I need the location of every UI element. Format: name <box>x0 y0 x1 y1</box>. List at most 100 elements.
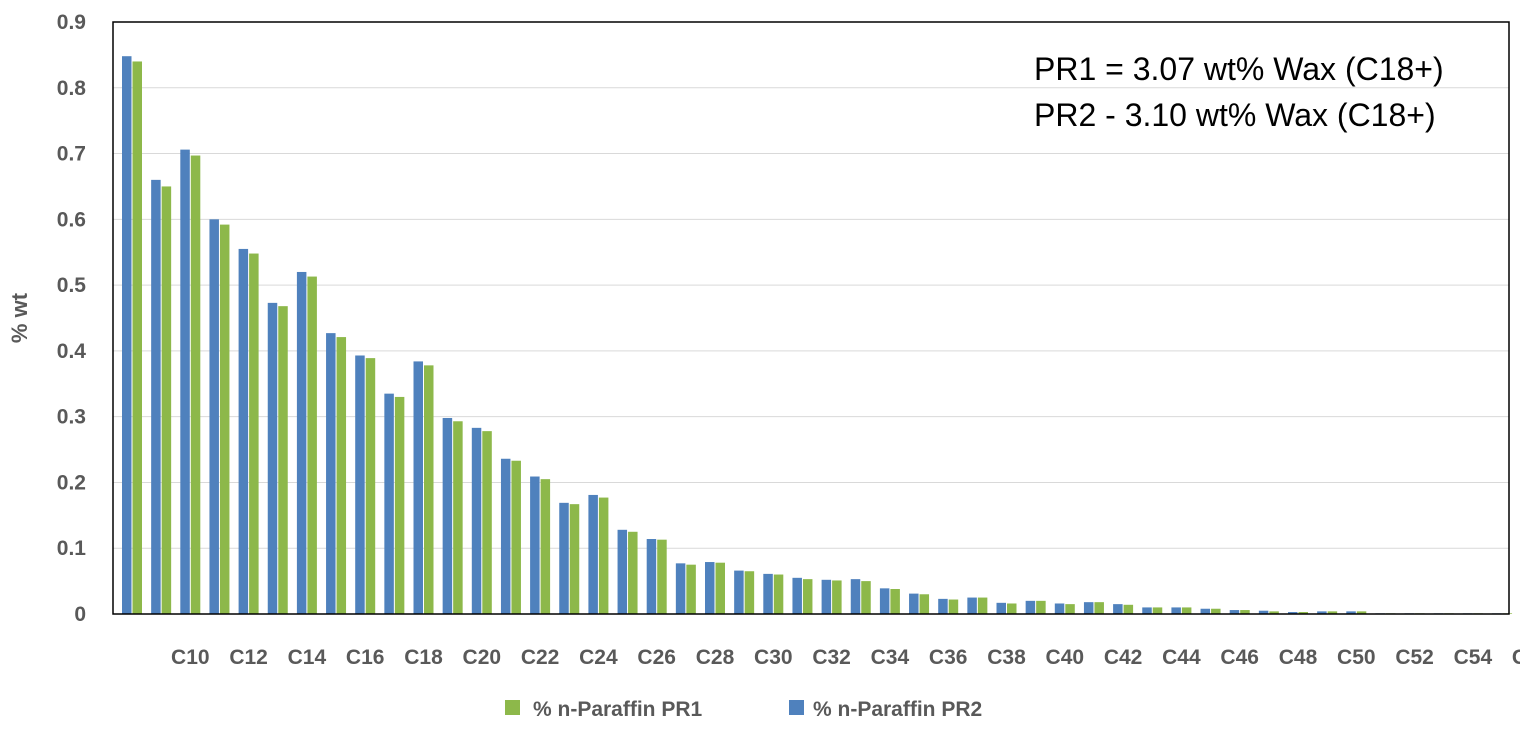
x-tick-label: C42 <box>1104 646 1143 669</box>
x-tick-label: C26 <box>637 646 676 669</box>
bar-pr2 <box>471 427 482 614</box>
bar-pr2 <box>646 539 657 614</box>
bar-pr1 <box>161 186 172 614</box>
bar-pr2 <box>792 577 802 614</box>
x-tick-label: C30 <box>754 646 793 669</box>
bar-pr1 <box>336 337 347 614</box>
x-tick-label: C24 <box>579 646 618 669</box>
bar-pr2 <box>1142 607 1152 614</box>
bar-pr2 <box>821 579 832 614</box>
annotation-box: PR1 = 3.07 wt% Wax (C18+) PR2 - 3.10 wt%… <box>1034 51 1444 133</box>
bar-pr2 <box>559 502 569 614</box>
annotation-pr1: PR1 = 3.07 wt% Wax (C18+) <box>1034 51 1444 87</box>
bar-pr1 <box>715 562 725 614</box>
y-axis-ticks: 0 0.1 0.2 0.3 0.4 0.5 0.6 0.7 0.8 0.9 <box>57 11 87 626</box>
bar-pr1 <box>453 421 463 614</box>
y-tick-label: 0.4 <box>57 340 87 363</box>
bar-pr1 <box>424 365 434 614</box>
bar-pr1 <box>861 581 871 614</box>
bar-pr2 <box>705 562 715 614</box>
annotation-pr2: PR2 - 3.10 wt% Wax (C18+) <box>1034 97 1436 133</box>
bar-pr2 <box>1054 603 1065 614</box>
bar-pr1 <box>890 589 900 614</box>
bar-pr2 <box>938 598 948 614</box>
x-tick-label: C54 <box>1454 646 1493 669</box>
bar-pr1 <box>1356 611 1367 614</box>
bar-pr2 <box>238 248 249 614</box>
bar-pr1 <box>1123 604 1134 614</box>
bar-pr2 <box>1171 607 1181 614</box>
y-tick-label: 0.9 <box>57 11 86 34</box>
bar-pr1 <box>919 594 930 614</box>
bar-pr1 <box>773 574 784 614</box>
bar-pr1 <box>1269 611 1279 614</box>
gridlines <box>113 87 1509 549</box>
x-tick-label: C12 <box>229 646 268 669</box>
bar-pr2 <box>1025 600 1036 614</box>
bar-pr1 <box>948 599 959 614</box>
y-tick-label: 0.2 <box>57 471 86 494</box>
bar-pr1 <box>132 61 142 615</box>
bar-pr2 <box>1317 611 1327 614</box>
y-tick-label: 0.8 <box>57 77 87 100</box>
x-axis-ticks: C10 C12 C14 C16 C18 C20 C22 C24 C26 C28 C30 C32 C34 C… <box>171 646 1520 669</box>
bar-pr1 <box>657 539 667 614</box>
bar-pr1 <box>511 460 521 614</box>
bar-pr2 <box>909 593 919 614</box>
bar-pr1 <box>1298 612 1308 614</box>
bar-pr1 <box>190 155 201 614</box>
bar-pr1 <box>219 224 230 614</box>
bar-pr1 <box>307 276 317 614</box>
bar-pr1 <box>1007 603 1017 614</box>
legend-swatch-pr1 <box>505 700 520 715</box>
bar-pr2 <box>530 476 540 614</box>
bar-pr1 <box>540 479 551 614</box>
bar-pr1 <box>628 531 638 614</box>
x-tick-label: C50 <box>1337 646 1376 669</box>
x-tick-label: C20 <box>463 646 502 669</box>
bar-pr1 <box>977 597 988 614</box>
bar-pr2 <box>355 355 365 614</box>
y-tick-label: 0 <box>74 603 86 626</box>
bar-pr1 <box>482 431 492 614</box>
bar-pr2 <box>413 361 423 614</box>
bar-pr2 <box>442 417 453 614</box>
bar-pr2 <box>734 570 744 614</box>
bar-pr1 <box>249 253 259 615</box>
bar-pr2 <box>296 271 307 614</box>
bar-pr1 <box>1211 608 1221 614</box>
bar-pr2 <box>588 494 598 614</box>
bar-pr1 <box>598 497 609 614</box>
x-tick-label: C14 <box>288 646 327 669</box>
bar-pr2 <box>267 302 278 614</box>
bar-pr2 <box>209 219 219 614</box>
bar-pr2 <box>617 529 628 614</box>
bar-pr1 <box>1094 602 1104 614</box>
x-tick-label: C28 <box>696 646 735 669</box>
bar-pr1 <box>278 306 288 614</box>
bar-pr1 <box>744 571 755 614</box>
bar-pr2 <box>151 179 161 614</box>
bar-pr2 <box>1288 612 1298 614</box>
bar-pr2 <box>1083 602 1094 614</box>
bar-pr2 <box>675 563 686 614</box>
bar-pr2 <box>1113 604 1123 614</box>
legend-swatch-pr2 <box>789 700 804 715</box>
bar-pr1 <box>394 396 405 614</box>
x-tick-label: C56 <box>1512 646 1520 669</box>
bar-pr2 <box>1200 608 1211 614</box>
bar-pr2 <box>967 597 977 614</box>
bar-pr2 <box>500 458 511 614</box>
x-tick-label: C38 <box>987 646 1026 669</box>
bar-pr2 <box>122 56 132 614</box>
y-axis-title: % wt <box>7 292 32 343</box>
x-tick-label: C18 <box>404 646 443 669</box>
bar-pr2 <box>763 573 773 614</box>
y-tick-label: 0.5 <box>57 274 87 297</box>
x-tick-label: C16 <box>346 646 385 669</box>
legend-label-pr2: % n-Paraffin PR2 <box>813 698 982 721</box>
x-tick-label: C40 <box>1046 646 1085 669</box>
bar-pr1 <box>832 580 842 614</box>
bar-pr1 <box>1036 600 1046 614</box>
bar-pr2 <box>1229 610 1240 614</box>
